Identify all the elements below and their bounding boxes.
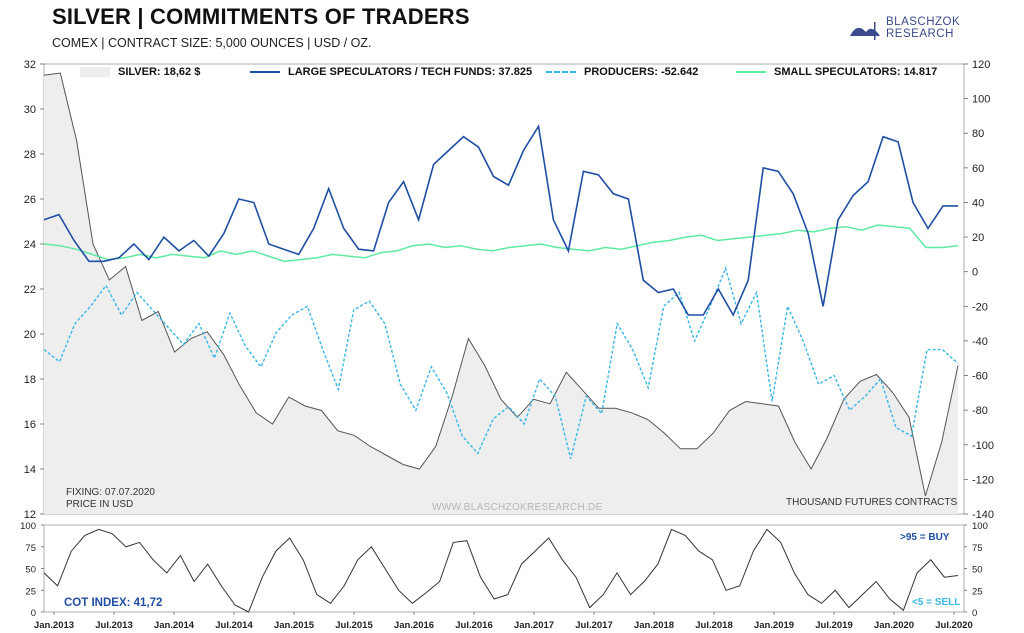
right-axis-tick-label: 0 <box>972 267 978 279</box>
watermark: WWW.BLASCHZOKRESEARCH.DE <box>432 502 603 513</box>
cot-right-tick-label: 0 <box>972 608 977 619</box>
producers-line <box>43 266 959 459</box>
x-axis-tick-label: Jul.2014 <box>215 620 253 631</box>
left-axis-tick-label: 18 <box>24 374 36 386</box>
cot-left-tick-label: 0 <box>31 608 36 619</box>
cot-index-line <box>43 528 959 613</box>
right-axis-tick-label: -80 <box>972 405 988 417</box>
left-axis-tick-label: 22 <box>24 284 36 296</box>
left-axis-tick-label: 24 <box>24 239 36 251</box>
chart-legend: SILVER: 18,62 $ LARGE SPECULATORS / TECH… <box>80 66 960 84</box>
cot-left-tick-label: 25 <box>25 586 36 597</box>
legend-producers-label: PRODUCERS: -52.642 <box>584 66 699 78</box>
left-axis-tick-label: 20 <box>24 329 36 341</box>
right-axis-tick-label: 40 <box>972 197 984 209</box>
right-axis-tick-label: 60 <box>972 163 984 175</box>
legend-silver-label: SILVER: 18,62 $ <box>118 66 201 78</box>
sell-threshold-label: <5 = SELL <box>912 597 961 608</box>
blaschzok-logo <box>850 22 880 40</box>
x-axis-tick-label: Jul.2018 <box>695 620 733 631</box>
cot-left-tick-label: 50 <box>25 565 36 576</box>
cot-left-tick-label: 75 <box>25 543 36 554</box>
right-axis-tick-label: 100 <box>972 94 990 106</box>
cot-right-tick-label: 100 <box>972 521 988 532</box>
silver-price-line <box>43 72 959 497</box>
chart-subtitle: COMEX | CONTRACT SIZE: 5,000 OUNCES | US… <box>52 36 372 50</box>
buy-threshold-label: >95 = BUY <box>900 532 950 543</box>
cot-right-tick-label: 75 <box>972 543 983 554</box>
left-axis-tick-label: 28 <box>24 149 36 161</box>
right-axis-tick-label: 120 <box>972 59 990 71</box>
right-axis-tick-label: -120 <box>972 474 994 486</box>
cot-right-tick-label: 50 <box>972 565 983 576</box>
x-axis-tick-label: Jan.2014 <box>154 620 195 631</box>
x-axis-tick-label: Jan.2015 <box>274 620 315 631</box>
x-axis-tick-label: Jul.2019 <box>815 620 853 631</box>
left-axis-tick-label: 30 <box>24 104 36 116</box>
legend-small-specs: SMALL SPECULATORS: 14.817 <box>736 66 937 78</box>
x-axis-tick-label: Jan.2017 <box>514 620 554 631</box>
x-axis-tick-label: Jan.2019 <box>754 620 794 631</box>
x-axis-tick-label: Jul.2020 <box>935 620 973 631</box>
legend-large-specs: LARGE SPECULATORS / TECH FUNDS: 37.825 <box>250 66 532 78</box>
x-axis-tick-label: Jan.2016 <box>394 620 434 631</box>
right-axis-tick-label: -20 <box>972 301 988 313</box>
cot-left-tick-label: 100 <box>20 521 36 532</box>
left-axis-tick-label: 32 <box>24 59 36 71</box>
chart-title: SILVER | COMMITMENTS OF TRADERS <box>52 4 470 29</box>
x-axis-tick-label: Jul.2015 <box>335 620 373 631</box>
legend-small-specs-label: SMALL SPECULATORS: 14.817 <box>774 66 938 78</box>
legend-large-specs-label: LARGE SPECULATORS / TECH FUNDS: 37.825 <box>288 66 533 78</box>
right-axis-tick-label: 20 <box>972 232 984 244</box>
price-unit-note: PRICE IN USD <box>66 499 134 510</box>
right-axis-tick-label: -140 <box>972 509 994 521</box>
right-axis-tick-label: -40 <box>972 336 988 348</box>
legend-silver-swatch <box>80 67 110 78</box>
large-speculators-line <box>43 124 958 317</box>
right-axis-tick-label: -60 <box>972 371 988 383</box>
legend-large-specs-swatch <box>250 71 280 74</box>
x-axis-tick-label: Jul.2016 <box>455 620 493 631</box>
x-axis-tick-label: Jan.2018 <box>634 620 674 631</box>
cot-index-label: COT INDEX: 41,72 <box>64 597 163 609</box>
left-axis-tick-label: 14 <box>24 464 36 476</box>
small-speculators-line <box>43 224 959 263</box>
legend-small-specs-swatch <box>736 71 766 74</box>
fixing-note: FIXING: 07.07.2020 <box>66 487 155 498</box>
left-axis-tick-label: 26 <box>24 194 36 206</box>
legend-producers-swatch <box>546 71 576 74</box>
right-axis-tick-label: -100 <box>972 440 994 452</box>
contracts-unit-note: THOUSAND FUTURES CONTRACTS <box>786 497 958 508</box>
legend-silver: SILVER: 18,62 $ <box>80 66 200 78</box>
legend-producers: PRODUCERS: -52.642 <box>546 66 698 78</box>
x-axis-tick-label: Jul.2013 <box>95 620 133 631</box>
logo-line1: BLASCHZOK <box>886 16 961 28</box>
logo-text: BLASCHZOK RESEARCH <box>886 16 960 40</box>
x-axis-tick-label: Jul.2017 <box>575 620 613 631</box>
x-axis-tick-label: Jan.2013 <box>34 620 74 631</box>
left-axis-tick-label: 12 <box>24 509 36 521</box>
right-axis-tick-label: 80 <box>972 128 984 140</box>
x-axis-tick-label: Jan.2020 <box>874 620 914 631</box>
left-axis-tick-label: 16 <box>24 419 36 431</box>
silver-area-fill <box>44 73 958 514</box>
logo-line2: RESEARCH <box>886 28 954 40</box>
cot-right-tick-label: 25 <box>972 586 983 597</box>
